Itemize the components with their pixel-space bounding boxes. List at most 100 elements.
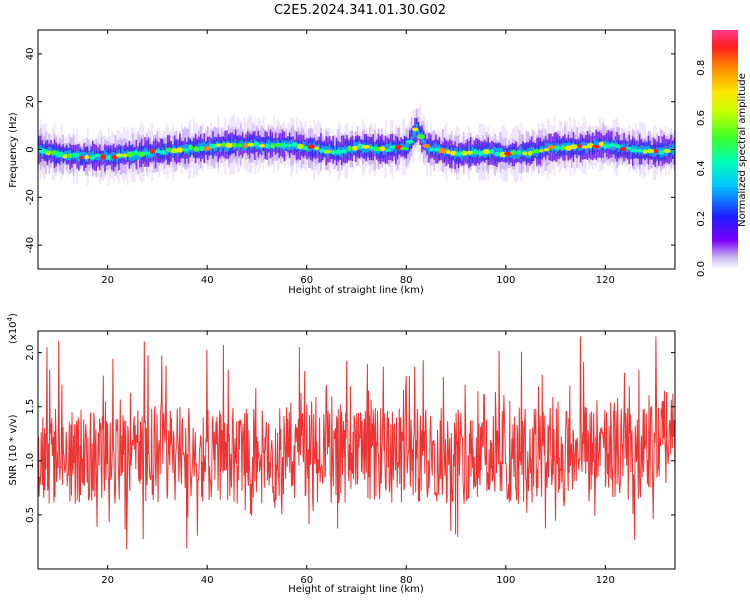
spectral-peak-blob — [543, 148, 550, 152]
spectral-band-cell — [165, 144, 167, 156]
spectral-band-cell — [654, 150, 656, 157]
spectral-peak-blob — [67, 153, 73, 159]
spectral-band-cell — [219, 142, 221, 153]
snr-scale-prefix: (x10 — [8, 321, 19, 344]
spectral-band-cell — [386, 144, 388, 153]
spectral-peak-blob — [538, 149, 544, 153]
spectral-band-cell — [203, 141, 205, 151]
spectral-peak-blob — [71, 153, 80, 158]
spectral-band-cell — [402, 143, 404, 151]
spectral-band-cell — [346, 147, 348, 155]
spectral-peak-blob — [482, 149, 491, 155]
spectral-band-cell — [541, 145, 543, 153]
spectral-peak-blob — [203, 146, 211, 151]
spectral-peak-blob — [400, 147, 409, 151]
spectral-peak-blob — [100, 154, 107, 160]
spectral-band-cell — [97, 154, 99, 161]
spectral-band-cell — [159, 150, 162, 156]
x-tick-label: 120 — [596, 275, 615, 286]
spectral-peak-blob — [429, 147, 434, 152]
spectral-band-cell — [361, 145, 364, 154]
spectral-peak-blob — [372, 146, 382, 151]
spectral-band-cell — [62, 152, 64, 157]
spectral-peak-blob — [554, 145, 561, 151]
spectral-peak-blob — [231, 142, 238, 148]
colorbar: 0.0 0.2 0.4 0.6 0.8 Normalized spectral ampl… — [696, 30, 748, 277]
spectral-peak-blob — [154, 149, 162, 153]
spectral-peak-blob — [214, 143, 222, 147]
x-tick-label: 80 — [400, 575, 413, 586]
spectral-peak-blob — [620, 146, 627, 152]
figure-title: C2E5.2024.341.01.30.G02 — [274, 3, 446, 18]
spectral-band-cell — [133, 151, 136, 161]
spectral-peak-blob — [160, 150, 167, 155]
spectrogram-y-axis-label: Frequency (Hz) — [8, 112, 19, 188]
spectral-peak-blob — [635, 148, 644, 153]
spectral-band-cell — [489, 149, 491, 158]
spectral-peak-blob — [307, 144, 315, 149]
spectral-peak-blob — [602, 144, 612, 149]
spectrogram-y-ticks: -40 -20 0 20 40 — [25, 48, 675, 253]
spectral-band-cell — [341, 146, 343, 158]
spectral-band-cell — [38, 145, 40, 156]
spectral-peak-blob — [291, 142, 298, 148]
snr-scale-exponent: 4 — [6, 316, 14, 321]
spectral-peak-blob — [663, 148, 671, 153]
spectral-band-cell — [612, 144, 615, 151]
spectral-peak-blob — [517, 150, 522, 155]
spectral-peak-blob — [89, 155, 96, 160]
spectral-peak-blob — [581, 145, 589, 149]
spectral-peak-blob — [494, 151, 501, 157]
spectral-band-cell — [668, 144, 670, 153]
spectral-peak-blob — [324, 149, 332, 154]
spectral-peak-blob — [193, 146, 200, 152]
spectral-peak-blob — [274, 143, 283, 147]
spectral-peak-blob — [527, 150, 533, 156]
colorbar-label: Normalized spectral amplitude — [737, 73, 748, 227]
spectral-band-cell — [520, 146, 522, 157]
spectral-peak-blob — [55, 151, 64, 158]
y-tick-label: -40 — [25, 237, 36, 253]
spectral-band-cell — [616, 139, 618, 157]
spectral-band-cell — [623, 142, 625, 151]
spectral-band-cell — [121, 148, 124, 159]
spectrogram-data — [38, 103, 676, 187]
spectral-peak-blob — [614, 144, 621, 149]
spectral-peak-blob — [221, 142, 227, 147]
spectral-band-cell — [395, 144, 397, 154]
spectral-band-cell — [328, 144, 331, 155]
x-tick-label: 60 — [300, 275, 313, 286]
spectral-band-cell — [220, 143, 223, 151]
spectral-peak-blob — [653, 149, 659, 153]
spectral-peak-blob — [489, 149, 495, 155]
spectral-band-cell — [543, 147, 545, 154]
snr-y-ticks: 0.5 1.0 1.5 2.0 — [25, 345, 675, 523]
y-tick-label: 0 — [25, 146, 36, 152]
spectral-peak-blob — [303, 145, 309, 151]
x-tick-label: 120 — [596, 575, 615, 586]
spectral-peak-blob — [237, 143, 243, 148]
spectral-band-cell — [428, 144, 430, 154]
spectral-peak-blob — [341, 149, 347, 154]
spectral-band-cell — [137, 151, 139, 160]
spectral-band-cell — [330, 147, 333, 153]
x-tick-label: 100 — [496, 275, 515, 286]
spectral-peak-blob — [438, 148, 447, 154]
spectral-peak-blob — [84, 154, 89, 160]
spectral-peak-blob — [314, 146, 320, 151]
spectral-band-cell — [461, 149, 463, 161]
spectral-band-cell — [673, 143, 676, 154]
x-tick-label: 40 — [201, 275, 214, 286]
colorbar-tick-label: 0.6 — [696, 110, 707, 126]
spectral-band-cell — [607, 141, 609, 148]
spectral-peak-blob — [122, 153, 128, 158]
spectral-peak-blob — [642, 149, 648, 154]
spectral-peak-blob — [347, 145, 352, 151]
spectral-peak-blob — [209, 143, 217, 149]
spectral-band-cell — [407, 140, 409, 152]
spectral-peak-blob — [646, 148, 655, 153]
spectral-band-cell — [670, 147, 672, 154]
spectral-peak-blob — [357, 143, 364, 150]
spectral-peak-blob — [253, 141, 260, 147]
spectral-band-cell — [581, 141, 583, 151]
